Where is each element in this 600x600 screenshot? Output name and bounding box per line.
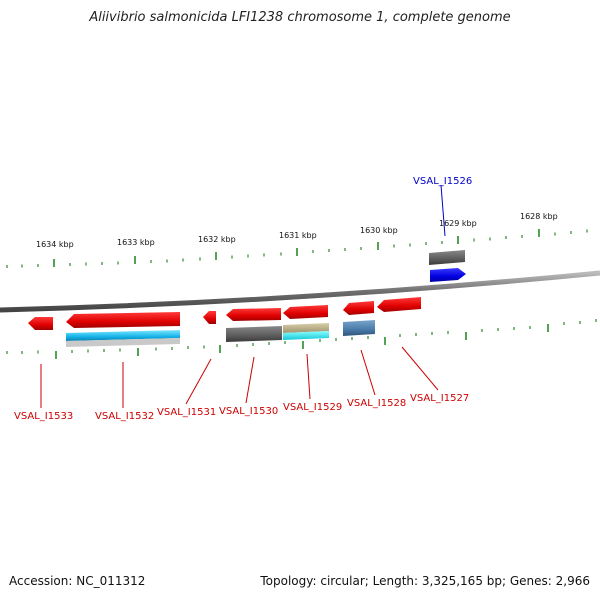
gene-vsal-i1527-arrow[interactable] — [377, 297, 421, 312]
gene-vsal-i1529-annotation-2[interactable] — [283, 331, 329, 340]
gene-vsal-i1529-arrow[interactable] — [283, 305, 328, 319]
gene-label-vsal-i1531[interactable]: VSAL_I1531 — [157, 407, 216, 418]
leader-line-vsal-i1527 — [401, 346, 439, 391]
outer-scale-ring: 1634 kbp 1633 kbp 1632 kbp 1631 kbp 1630… — [6, 212, 588, 268]
leader-line-vsal-i1528 — [360, 349, 376, 396]
outer-minor-ticks — [6, 229, 588, 268]
leader-lines — [40, 184, 446, 408]
forward-strand-track — [429, 250, 466, 282]
scale-labels: 1634 kbp 1633 kbp 1632 kbp 1631 kbp 1630… — [36, 212, 558, 249]
leader-line-vsal-i1526 — [440, 184, 446, 237]
chromosome-backbone — [0, 270, 600, 313]
leader-line-vsal-i1531 — [185, 358, 212, 405]
scale-label: 1628 kbp — [520, 212, 558, 221]
gene-vsal-i1530-arrow[interactable] — [226, 308, 281, 321]
leader-line-vsal-i1529 — [306, 353, 311, 400]
gene-vsal-i1532-arrow[interactable] — [66, 312, 180, 328]
gene-label-vsal-i1529[interactable]: VSAL_I1529 — [283, 402, 342, 413]
gene-vsal-i1526-annotation[interactable] — [429, 250, 465, 265]
leader-line-vsal-i1530 — [245, 356, 255, 404]
outer-major-ticks — [53, 229, 540, 267]
gene-label-vsal-i1530[interactable]: VSAL_I1530 — [219, 406, 278, 417]
gene-vsal-i1532-annotation-1[interactable] — [66, 330, 180, 341]
scale-label: 1634 kbp — [36, 240, 74, 249]
gene-labels: VSAL_I1526 VSAL_I1527 VSAL_I1528 VSAL_I1… — [14, 176, 472, 422]
scale-label: 1631 kbp — [279, 231, 317, 240]
gene-vsal-i1533-arrow[interactable] — [28, 317, 53, 330]
accession-text: Accession: NC_011312 — [9, 574, 146, 588]
reverse-strand-track — [28, 297, 421, 347]
inner-major-ticks — [55, 324, 549, 359]
scale-label: 1630 kbp — [360, 226, 398, 235]
scale-label: 1629 kbp — [439, 219, 477, 228]
gene-vsal-i1528-arrow[interactable] — [343, 301, 374, 315]
inner-minor-ticks — [6, 319, 597, 354]
gene-vsal-i1530-annotation[interactable] — [226, 326, 282, 342]
scale-label: 1633 kbp — [117, 238, 155, 247]
gene-vsal-i1529-annotation-1[interactable] — [283, 323, 329, 333]
gene-vsal-i1531-arrow[interactable] — [203, 311, 216, 324]
gene-label-vsal-i1528[interactable]: VSAL_I1528 — [347, 398, 406, 409]
inner-scale-ring — [6, 319, 597, 359]
gene-vsal-i1532-annotation-2[interactable] — [66, 338, 180, 347]
gene-label-vsal-i1527[interactable]: VSAL_I1527 — [410, 393, 469, 404]
gene-label-vsal-i1532[interactable]: VSAL_I1532 — [95, 411, 154, 422]
gene-label-vsal-i1526[interactable]: VSAL_I1526 — [413, 176, 472, 187]
gene-vsal-i1528-annotation[interactable] — [343, 320, 375, 336]
gene-vsal-i1526-arrow[interactable] — [430, 268, 466, 282]
map-title: Aliivibrio salmonicida LFI1238 chromosom… — [89, 10, 511, 25]
gene-label-vsal-i1533[interactable]: VSAL_I1533 — [14, 411, 73, 422]
scale-label: 1632 kbp — [198, 235, 236, 244]
genome-summary-text: Topology: circular; Length: 3,325,165 bp… — [260, 574, 590, 588]
